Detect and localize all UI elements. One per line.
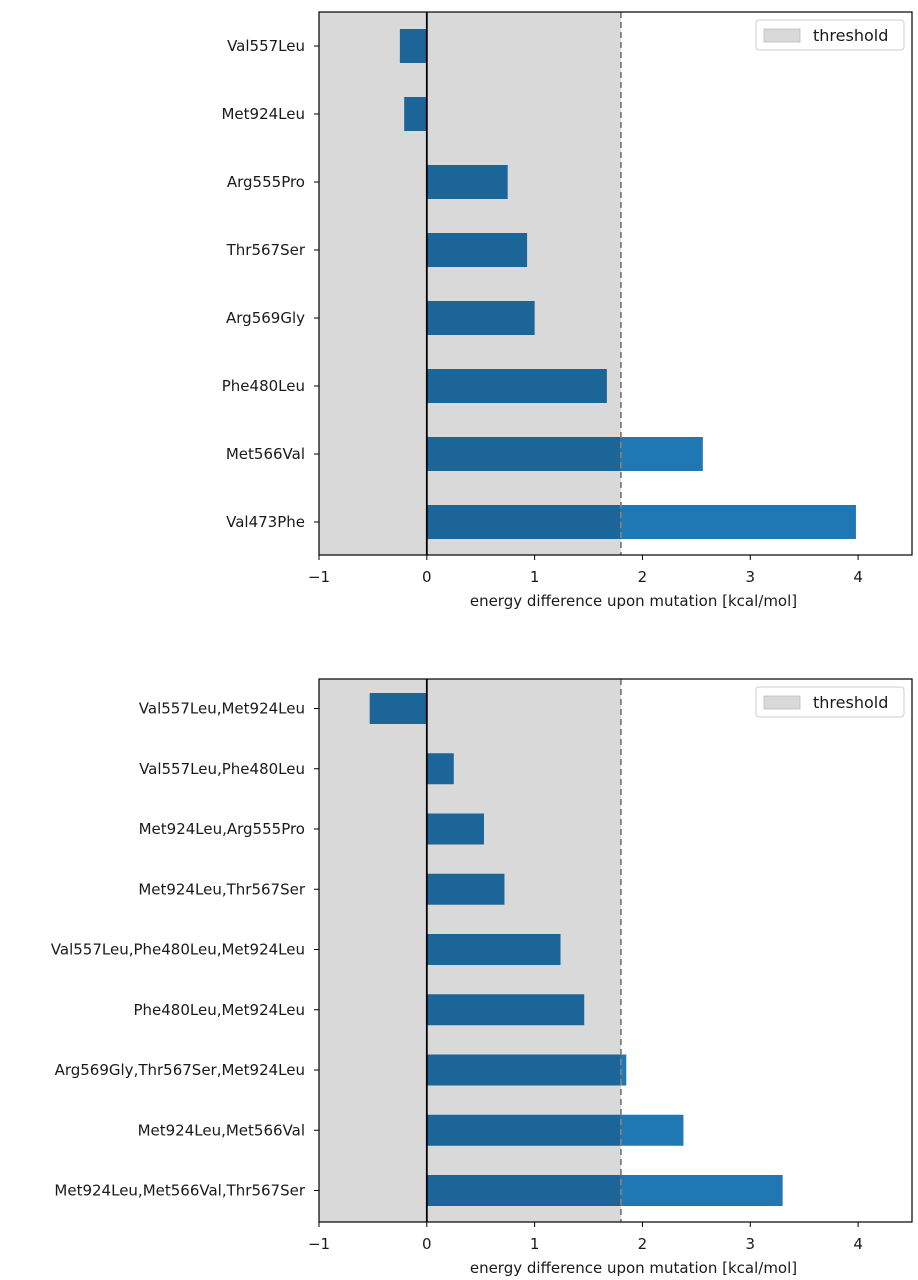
- bar: [426, 165, 508, 199]
- category-label: Phe480Leu,Met924Leu: [133, 1001, 305, 1019]
- x-axis-title: energy difference upon mutation [kcal/mo…: [470, 1259, 797, 1277]
- x-tick-label: 2: [638, 568, 648, 586]
- category-label: Val473Phe: [226, 513, 305, 531]
- bar: [426, 369, 607, 403]
- bar: [426, 301, 535, 335]
- legend-swatch: [763, 695, 801, 710]
- bar: [426, 753, 454, 785]
- category-label: Arg569Gly,Thr567Ser,Met924Leu: [55, 1061, 305, 1079]
- bar-segment: [620, 1054, 627, 1086]
- x-tick-label: 2: [638, 1235, 648, 1253]
- plot-frame: [318, 678, 913, 1223]
- bar-segment: [399, 29, 427, 63]
- chart-panel-2: Val557Leu,Met924Leu Val557Leu,Phe480Leu Me…: [51, 678, 913, 1277]
- category-label: Met924Leu,Thr567Ser: [138, 880, 305, 898]
- category-label: Arg555Pro: [227, 173, 305, 191]
- bar: [404, 97, 427, 131]
- category-label: Phe480Leu: [222, 377, 305, 395]
- bar-segment: [426, 437, 621, 471]
- bar-segment: [620, 1114, 684, 1146]
- bar-segment: [426, 233, 528, 267]
- category-label: Met924Leu: [221, 105, 305, 123]
- bar: [426, 994, 585, 1026]
- bar-segment: [426, 994, 585, 1026]
- bar: [426, 233, 528, 267]
- bar: [399, 29, 427, 63]
- bar: [426, 1054, 627, 1086]
- bar-segment: [426, 753, 454, 785]
- x-tick-label: 0: [422, 568, 432, 586]
- bar-segment: [404, 97, 427, 131]
- x-tick-label: 3: [745, 568, 755, 586]
- bar: [369, 693, 427, 724]
- bar: [426, 437, 703, 471]
- legend-box: [755, 19, 905, 51]
- bar-segment: [426, 813, 484, 845]
- x-tick-label: 1: [530, 1235, 540, 1253]
- x-tick-label: 0: [422, 1235, 432, 1253]
- x-tick-label: −1: [308, 1235, 330, 1253]
- x-tick-label: 4: [853, 568, 863, 586]
- bar-segment: [426, 1175, 621, 1206]
- x-tick-label: 1: [530, 568, 540, 586]
- bar: [426, 1175, 783, 1206]
- category-label: Val557Leu,Met924Leu: [139, 700, 305, 718]
- category-label: Met924Leu,Met566Val: [138, 1121, 305, 1139]
- legend: threshold: [755, 686, 905, 718]
- bar-segment: [426, 1114, 621, 1146]
- category-label: Met566Val: [226, 445, 305, 463]
- bar-segment: [620, 505, 856, 539]
- bar-segment: [426, 301, 535, 335]
- legend-label: threshold: [813, 693, 888, 712]
- bar: [426, 505, 856, 539]
- category-label: Arg569Gly: [226, 309, 305, 327]
- bar: [426, 1114, 684, 1146]
- bar: [426, 934, 561, 965]
- bar-segment: [426, 369, 607, 403]
- bar-segment: [620, 437, 703, 471]
- legend: threshold: [755, 19, 905, 51]
- x-axis-title: energy difference upon mutation [kcal/mo…: [470, 592, 797, 610]
- bar: [426, 813, 484, 845]
- bar-segment: [426, 873, 505, 905]
- category-label: Val557Leu,Phe480Leu: [139, 760, 305, 778]
- bar-segment: [426, 934, 561, 965]
- threshold-region: [319, 12, 621, 555]
- bar-segment: [426, 165, 508, 199]
- category-label: Val557Leu: [227, 37, 305, 55]
- bar-segment: [426, 505, 621, 539]
- category-label: Val557Leu,Phe480Leu,Met924Leu: [51, 941, 305, 959]
- legend-swatch: [763, 28, 801, 43]
- legend-box: [755, 686, 905, 718]
- x-tick-label: 3: [745, 1235, 755, 1253]
- category-label: Met924Leu,Met566Val,Thr567Ser: [54, 1182, 305, 1200]
- bar-segment: [620, 1175, 783, 1206]
- bar-segment: [426, 1054, 621, 1086]
- bar: [426, 873, 505, 905]
- x-tick-label: 4: [853, 1235, 863, 1253]
- chart-panel-1: Val557Leu Met924Leu Arg555Pro Thr567Ser Arg5…: [221, 11, 913, 610]
- legend-label: threshold: [813, 26, 888, 45]
- plot-frame: [318, 11, 913, 556]
- category-label: Thr567Ser: [226, 241, 306, 259]
- x-tick-label: −1: [308, 568, 330, 586]
- bar-segment: [369, 693, 427, 724]
- category-label: Met924Leu,Arg555Pro: [139, 820, 305, 838]
